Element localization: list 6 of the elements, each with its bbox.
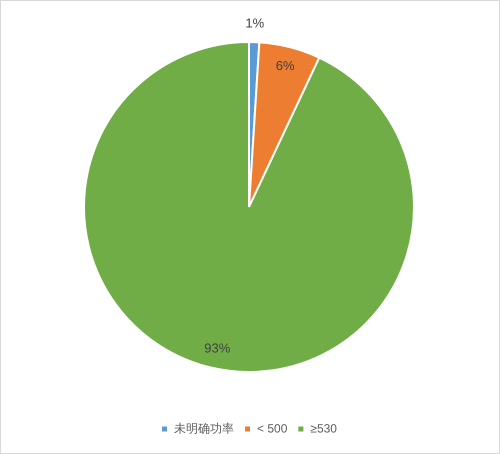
data-label: 93%: [204, 340, 231, 356]
data-label: 6%: [276, 58, 295, 73]
legend-label: 未明确功率: [174, 421, 234, 436]
legend-label: < 500: [257, 421, 288, 436]
legend-label: ≥530: [310, 421, 338, 436]
data-label: 1%: [245, 16, 265, 31]
